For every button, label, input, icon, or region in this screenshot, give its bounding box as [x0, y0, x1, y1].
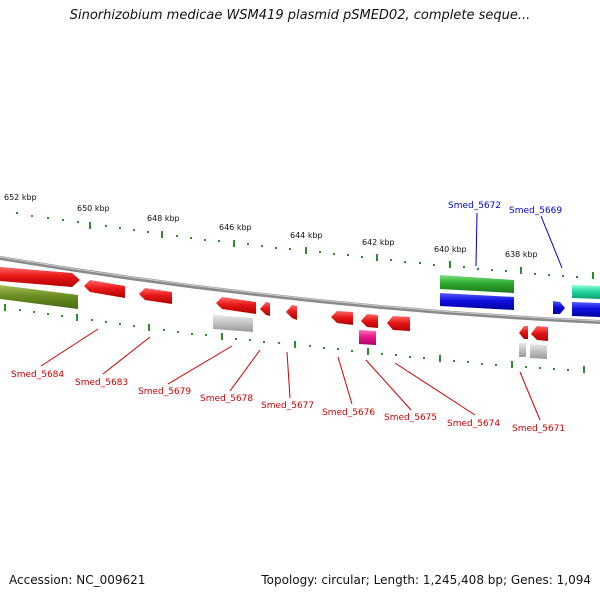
tick-label-640kbp: 640 kbp: [434, 245, 467, 254]
tick-label-652kbp: 652 kbp: [4, 193, 37, 202]
gene-feature[interactable]: [286, 305, 297, 320]
gene-label-smed-5676[interactable]: Smed_5676: [322, 408, 375, 418]
gene-feature[interactable]: [84, 280, 125, 298]
gene-label-smed-5669[interactable]: Smed_5669: [509, 206, 562, 216]
gene-feature[interactable]: [216, 297, 256, 314]
gene-feature[interactable]: [572, 285, 600, 299]
gene-label-smed-5683[interactable]: Smed_5683: [75, 378, 128, 388]
accession-text: Accession: NC_009621: [9, 573, 146, 587]
gene-label-smed-5672[interactable]: Smed_5672: [448, 201, 501, 211]
gene-label-smed-5674[interactable]: Smed_5674: [447, 419, 500, 429]
gene-feature[interactable]: [359, 330, 376, 345]
gene-label-smed-5675[interactable]: Smed_5675: [384, 413, 437, 423]
gene-feature[interactable]: [331, 311, 353, 325]
tick-label-650kbp: 650 kbp: [77, 204, 110, 213]
gene-label-smed-5678[interactable]: Smed_5678: [200, 394, 253, 404]
lower-tick-track: [4, 304, 585, 373]
tick-label-638kbp: 638 kbp: [505, 250, 538, 259]
tick-label-642kbp: 642 kbp: [362, 238, 395, 247]
bottom-label-leaders: [40, 328, 541, 421]
gene-feature[interactable]: [519, 343, 526, 357]
tick-label-646kbp: 646 kbp: [219, 223, 252, 232]
upper-tick-track: [16, 212, 594, 279]
gene-feature[interactable]: [531, 326, 548, 341]
tick-label-644kbp: 644 kbp: [290, 231, 323, 240]
gene-feature[interactable]: [213, 315, 253, 332]
gene-feature[interactable]: [260, 302, 270, 316]
genome-backbone: [0, 256, 600, 324]
gene-feature[interactable]: [572, 302, 600, 317]
gene-feature[interactable]: [530, 344, 547, 359]
gene-feature[interactable]: [440, 293, 514, 310]
genome-backbone-highlight: [0, 256, 600, 322]
gene-feature[interactable]: [553, 301, 565, 314]
tick-label-648kbp: 648 kbp: [147, 214, 180, 223]
gene-label-smed-5684[interactable]: Smed_5684: [11, 370, 64, 380]
gene-feature[interactable]: [519, 326, 528, 339]
genome-summary-text: Topology: circular; Length: 1,245,408 bp…: [261, 573, 591, 587]
gene-label-smed-5677[interactable]: Smed_5677: [261, 401, 314, 411]
gene-feature[interactable]: [139, 288, 172, 304]
gene-feature[interactable]: [0, 285, 78, 309]
gene-feature[interactable]: [387, 316, 410, 331]
top-label-leaders: [475, 212, 563, 269]
gene-feature[interactable]: [0, 267, 80, 287]
gene-label-smed-5671[interactable]: Smed_5671: [512, 424, 565, 434]
gene-feature[interactable]: [361, 314, 378, 328]
gene-label-smed-5679[interactable]: Smed_5679: [138, 387, 191, 397]
map-title: Sinorhizobium medicae WSM419 plasmid pSM…: [69, 8, 531, 23]
gene-feature[interactable]: [440, 275, 514, 293]
